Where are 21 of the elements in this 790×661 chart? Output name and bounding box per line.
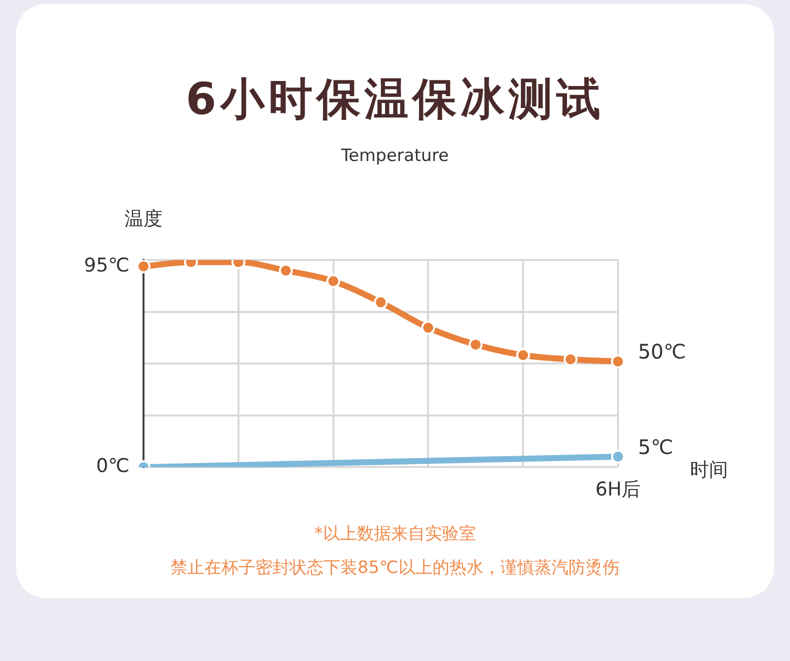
text: 禁止在杯子密封状态下装85℃以上的热水，谨慎蒸汽防烫伤 [170, 557, 620, 579]
point [278, 264, 293, 278]
chart-subtitle: Temperature [340, 146, 450, 166]
chart-title: 6小时保温保冰测试 [184, 73, 606, 127]
point [611, 354, 625, 368]
y-tick-label: 0℃ [96, 455, 130, 478]
y-tick-label: 95℃ [84, 254, 130, 276]
point [136, 260, 151, 274]
point [611, 450, 625, 464]
point [326, 274, 340, 288]
point [421, 320, 436, 335]
data-label: 5℃ [638, 434, 674, 459]
text: *以上数据来自实验室 [313, 523, 477, 545]
point [374, 295, 388, 310]
point [516, 348, 530, 362]
x-axis-title: 时间 [690, 459, 728, 482]
data-label: 50℃ [638, 340, 686, 364]
point [564, 352, 578, 366]
x-tick-label: 6H后 [595, 478, 641, 501]
point [468, 338, 483, 352]
y-axis-title: 温度 [124, 208, 163, 230]
